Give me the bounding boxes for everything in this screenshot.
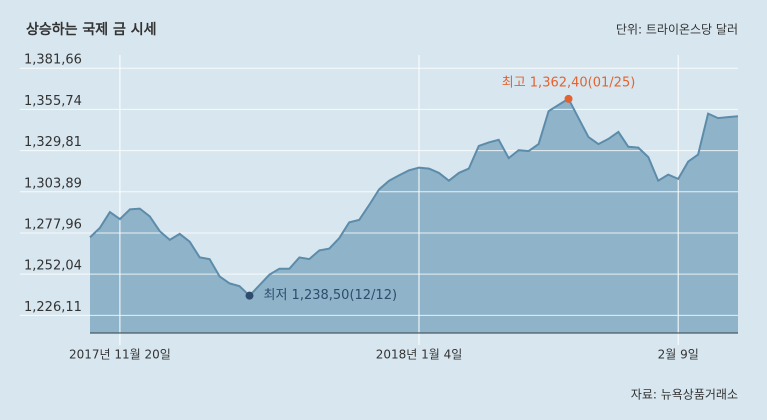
low-label: 최저 1,238,50(12/12) (264, 288, 398, 303)
high-point (564, 94, 573, 103)
high-label: 최고 1,362,40(01/25) (502, 75, 636, 90)
y-tick-label: 1,277,96 (24, 217, 82, 232)
x-tick-label: 2017년 11월 20일 (69, 348, 171, 362)
source: 자료: 뉴욕상품거래소 (631, 388, 738, 402)
y-tick-label: 1,252,04 (24, 259, 82, 274)
y-tick-label: 1,355,74 (24, 94, 82, 109)
x-tick-label: 2018년 1월 4일 (376, 348, 463, 362)
x-tick-label: 2월 9일 (658, 348, 699, 362)
low-point (245, 291, 254, 300)
y-tick-label: 1,226,11 (24, 300, 82, 315)
unit-note: 단위: 트라이온스당 달러 (616, 23, 738, 37)
y-tick-label: 1,303,89 (24, 176, 82, 191)
y-tick-label: 1,381,66 (24, 53, 82, 68)
line (89, 97, 739, 298)
chart-title: 상승하는 국제 금 시세 (26, 21, 157, 38)
y-tick-label: 1,329,81 (24, 135, 82, 150)
